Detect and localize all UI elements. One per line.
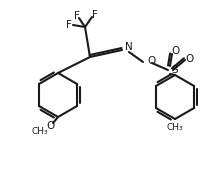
Text: CH₃: CH₃: [167, 122, 183, 132]
Text: S: S: [171, 65, 178, 75]
Text: F: F: [66, 20, 72, 30]
Text: N: N: [125, 42, 133, 52]
Text: O: O: [46, 121, 54, 131]
Text: F: F: [92, 10, 98, 20]
Text: CH₃: CH₃: [32, 128, 48, 136]
Text: O: O: [171, 46, 179, 56]
Text: F: F: [74, 11, 80, 21]
Text: O: O: [147, 56, 155, 66]
Text: O: O: [185, 54, 193, 64]
